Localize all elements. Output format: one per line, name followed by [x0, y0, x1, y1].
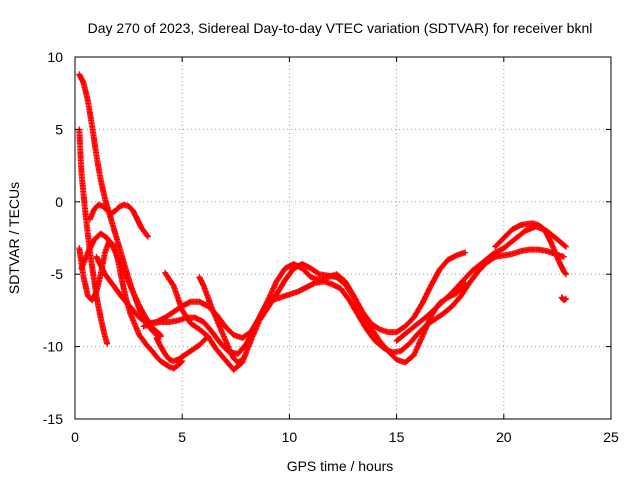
- data-points: [76, 71, 569, 373]
- data-point-markers: [196, 274, 246, 366]
- series-track-8: [162, 261, 469, 373]
- data-point-markers: [492, 220, 569, 278]
- plot-frame: [74, 56, 612, 420]
- series-track-11: [393, 223, 569, 344]
- x-tick-label: 15: [389, 429, 405, 445]
- data-point-markers: [87, 201, 151, 240]
- x-tick-label: 0: [71, 429, 79, 445]
- data-point-markers: [393, 223, 569, 344]
- x-axis-label: GPS time / hours: [287, 458, 394, 474]
- chart-title: Day 270 of 2023, Sidereal Day-to-day VTE…: [88, 20, 593, 36]
- data-point-markers: [558, 294, 569, 304]
- x-tick-label: 10: [282, 429, 298, 445]
- x-axis-ticks: 0 5 10 15 20 25: [71, 57, 619, 445]
- y-tick-label: 0: [55, 194, 63, 210]
- series-track-12: [492, 220, 569, 278]
- series-track-13: [558, 294, 569, 304]
- y-tick-label: 10: [47, 49, 63, 65]
- y-tick-label: 5: [55, 121, 63, 137]
- x-tick-label: 20: [496, 429, 512, 445]
- y-axis-ticks: -15 -10 -5 0 5 10: [43, 49, 611, 427]
- y-axis-label: SDTVAR / TECUs: [6, 182, 22, 294]
- data-point-markers: [162, 261, 469, 373]
- series-track-7: [140, 246, 567, 357]
- grid-lines: [75, 57, 611, 419]
- y-tick-label: -5: [51, 266, 64, 282]
- series-track-9: [196, 274, 246, 366]
- y-tick-label: -10: [43, 339, 63, 355]
- y-tick-label: -15: [43, 411, 63, 427]
- x-tick-label: 5: [178, 429, 186, 445]
- data-point-markers: [140, 246, 567, 357]
- series-track-5: [87, 201, 151, 240]
- data-point-markers: [153, 333, 211, 365]
- series-track-10: [153, 333, 211, 365]
- x-tick-label: 25: [603, 429, 619, 445]
